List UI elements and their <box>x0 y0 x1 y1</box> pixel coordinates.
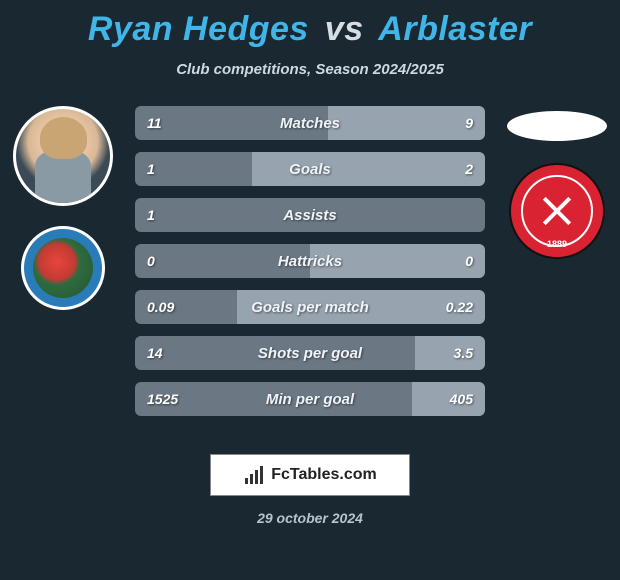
right-column: 1889 <box>502 106 612 259</box>
stat-row: 00Hattricks <box>135 244 485 278</box>
player2-name: Arblaster <box>378 10 532 48</box>
stat-label: Min per goal <box>135 391 485 408</box>
comparison-title: Ryan Hedges vs Arblaster <box>0 0 620 49</box>
stat-label: Goals <box>135 161 485 178</box>
club-badge-blackburn <box>21 226 105 310</box>
stat-label: Shots per goal <box>135 345 485 362</box>
player1-name: Ryan Hedges <box>88 10 309 48</box>
player1-photo <box>13 106 113 206</box>
stat-row: 119Matches <box>135 106 485 140</box>
stats-list: 119Matches 12Goals 1Assists 00Hattricks 0.09… <box>135 106 485 428</box>
report-date: 29 october 2024 <box>0 510 620 526</box>
vs-label: vs <box>325 10 364 48</box>
stat-row: 1525405Min per goal <box>135 382 485 416</box>
stat-label: Hattricks <box>135 253 485 270</box>
footer-brand: FcTables.com <box>210 454 410 496</box>
stat-row: 1Assists <box>135 198 485 232</box>
stat-row: 0.090.22Goals per match <box>135 290 485 324</box>
season-subtitle: Club competitions, Season 2024/2025 <box>0 61 620 78</box>
club-badge-left-inner <box>33 238 93 298</box>
club-year: 1889 <box>547 239 567 249</box>
swords-icon <box>537 191 577 231</box>
chart-icon <box>243 464 265 486</box>
club-badge-right-inner <box>521 175 593 247</box>
brand-text: FcTables.com <box>271 466 377 484</box>
stat-row: 12Goals <box>135 152 485 186</box>
stat-label: Goals per match <box>135 299 485 316</box>
player2-placeholder <box>507 111 607 141</box>
comparison-content: 1889 119Matches 12Goals 1Assists 00Hattrick… <box>0 106 620 446</box>
stat-row: 143.5Shots per goal <box>135 336 485 370</box>
stat-label: Matches <box>135 115 485 132</box>
left-column <box>8 106 118 310</box>
stat-label: Assists <box>135 207 485 224</box>
club-badge-sheffield: 1889 <box>509 163 605 259</box>
